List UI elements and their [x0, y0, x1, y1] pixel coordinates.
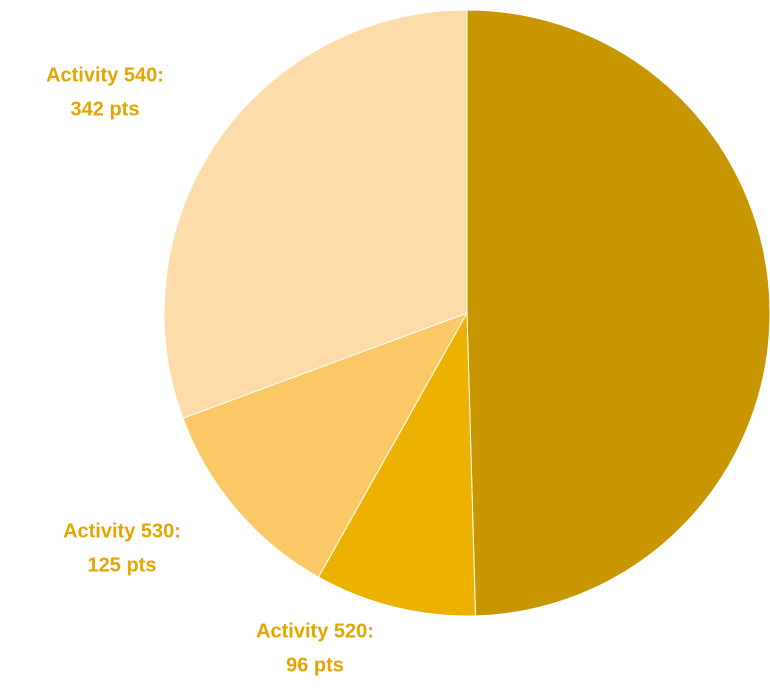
- slice-label-value: 96 pts: [286, 654, 344, 676]
- slice-label-value: 125 pts: [88, 554, 157, 576]
- slice-label-name: Activity 520:: [256, 620, 374, 642]
- slice-label-value: 342 pts: [71, 98, 140, 120]
- pie-slice: [163, 9, 468, 419]
- slice-label-name: Activity 540:: [46, 64, 164, 86]
- pie-slice: [182, 312, 469, 578]
- pie-slice: [317, 311, 477, 617]
- pie-slice: [466, 9, 770, 617]
- slice-label-name: Activity 530:: [63, 520, 181, 542]
